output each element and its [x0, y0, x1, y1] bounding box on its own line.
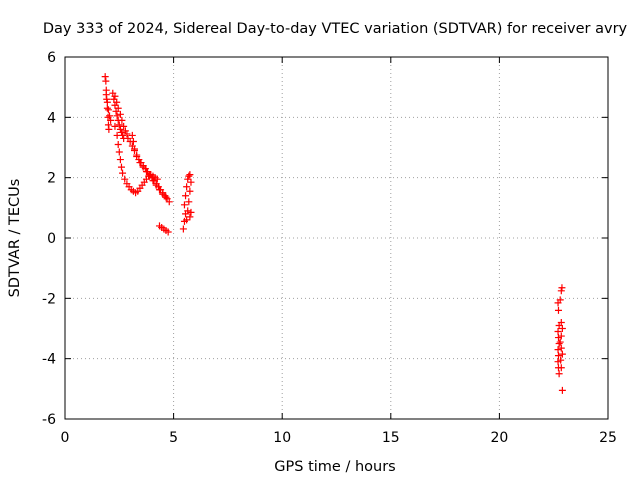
data-points	[101, 73, 566, 394]
data-point	[111, 92, 119, 100]
y-tick-label: 6	[47, 50, 56, 66]
data-point	[117, 128, 125, 136]
data-point	[162, 193, 170, 201]
y-tick-label: 2	[47, 171, 56, 187]
data-point	[113, 112, 121, 120]
data-point	[557, 287, 565, 295]
data-point	[186, 171, 194, 179]
y-tick-label: 4	[47, 110, 56, 126]
data-point	[185, 172, 193, 180]
data-point	[116, 125, 124, 133]
data-point	[102, 91, 110, 99]
data-point	[164, 228, 172, 236]
data-point	[557, 356, 565, 364]
data-point	[118, 116, 126, 124]
data-point	[107, 116, 115, 124]
data-point	[142, 168, 150, 176]
data-point	[104, 106, 112, 114]
data-point	[152, 181, 160, 189]
data-point	[116, 156, 124, 164]
data-point	[120, 122, 128, 130]
data-point	[117, 163, 125, 171]
data-point	[554, 328, 562, 336]
x-tick-label: 25	[599, 430, 617, 446]
data-point	[119, 169, 127, 177]
x-tick-label: 5	[169, 430, 178, 446]
x-tick-label: 20	[490, 430, 508, 446]
data-point	[555, 340, 563, 348]
y-tick-label: -4	[42, 352, 56, 368]
data-point	[129, 137, 137, 145]
x-tick-label: 15	[382, 430, 400, 446]
data-point	[128, 131, 136, 139]
data-point	[557, 344, 565, 352]
data-point	[180, 201, 188, 209]
data-point	[186, 187, 194, 195]
data-point	[187, 178, 195, 186]
data-point	[557, 364, 565, 372]
data-point	[136, 159, 144, 167]
grid-lines	[65, 57, 608, 419]
data-point	[184, 207, 192, 215]
data-point	[115, 121, 123, 129]
data-point	[556, 296, 564, 304]
data-point	[557, 318, 565, 326]
data-point	[179, 225, 187, 233]
data-point	[183, 216, 191, 224]
data-point	[183, 183, 191, 191]
data-point	[558, 350, 566, 358]
data-point	[557, 332, 565, 340]
x-tick-label: 0	[61, 430, 70, 446]
data-point	[558, 284, 566, 292]
data-point	[121, 175, 129, 183]
chart-title: Day 333 of 2024, Sidereal Day-to-day VTE…	[43, 21, 628, 37]
data-point	[554, 352, 562, 360]
data-point	[182, 192, 190, 200]
data-point	[101, 73, 109, 81]
data-point	[114, 104, 122, 112]
plot-frame	[64, 56, 609, 420]
y-tick-label: -6	[42, 412, 56, 428]
data-point	[558, 386, 566, 394]
data-point	[123, 130, 131, 138]
y-tick-label: -2	[42, 291, 56, 307]
data-point	[554, 346, 562, 354]
data-point	[113, 131, 121, 139]
data-point	[558, 325, 566, 332]
data-point	[184, 175, 192, 183]
data-point	[186, 213, 194, 221]
data-point	[139, 163, 147, 171]
data-point	[153, 175, 161, 183]
data-point	[105, 125, 113, 133]
y-tick-label: 0	[47, 231, 56, 247]
data-point	[187, 208, 195, 216]
data-point	[555, 370, 563, 378]
axis-ticks: 0 5 10 15 20 25 -6 -4 -2 0 2 4 6	[42, 50, 617, 446]
data-point	[165, 198, 173, 206]
data-point	[111, 122, 119, 130]
data-point	[116, 110, 124, 118]
data-point	[121, 127, 129, 135]
x-tick-label: 10	[273, 430, 291, 446]
data-point	[159, 190, 167, 198]
data-point	[102, 77, 110, 85]
x-axis-label: GPS time / hours	[274, 459, 395, 475]
data-point	[185, 198, 193, 206]
data-point	[133, 153, 141, 161]
y-axis-label: SDTVAR / TECUs	[7, 179, 23, 298]
data-point	[113, 98, 121, 106]
data-point	[155, 186, 163, 194]
data-point	[115, 148, 123, 156]
data-point	[114, 140, 122, 148]
data-point	[103, 104, 111, 112]
data-point	[554, 306, 562, 314]
data-point	[103, 98, 111, 106]
data-point	[131, 145, 139, 153]
data-point	[556, 338, 564, 346]
data-point	[106, 112, 114, 120]
